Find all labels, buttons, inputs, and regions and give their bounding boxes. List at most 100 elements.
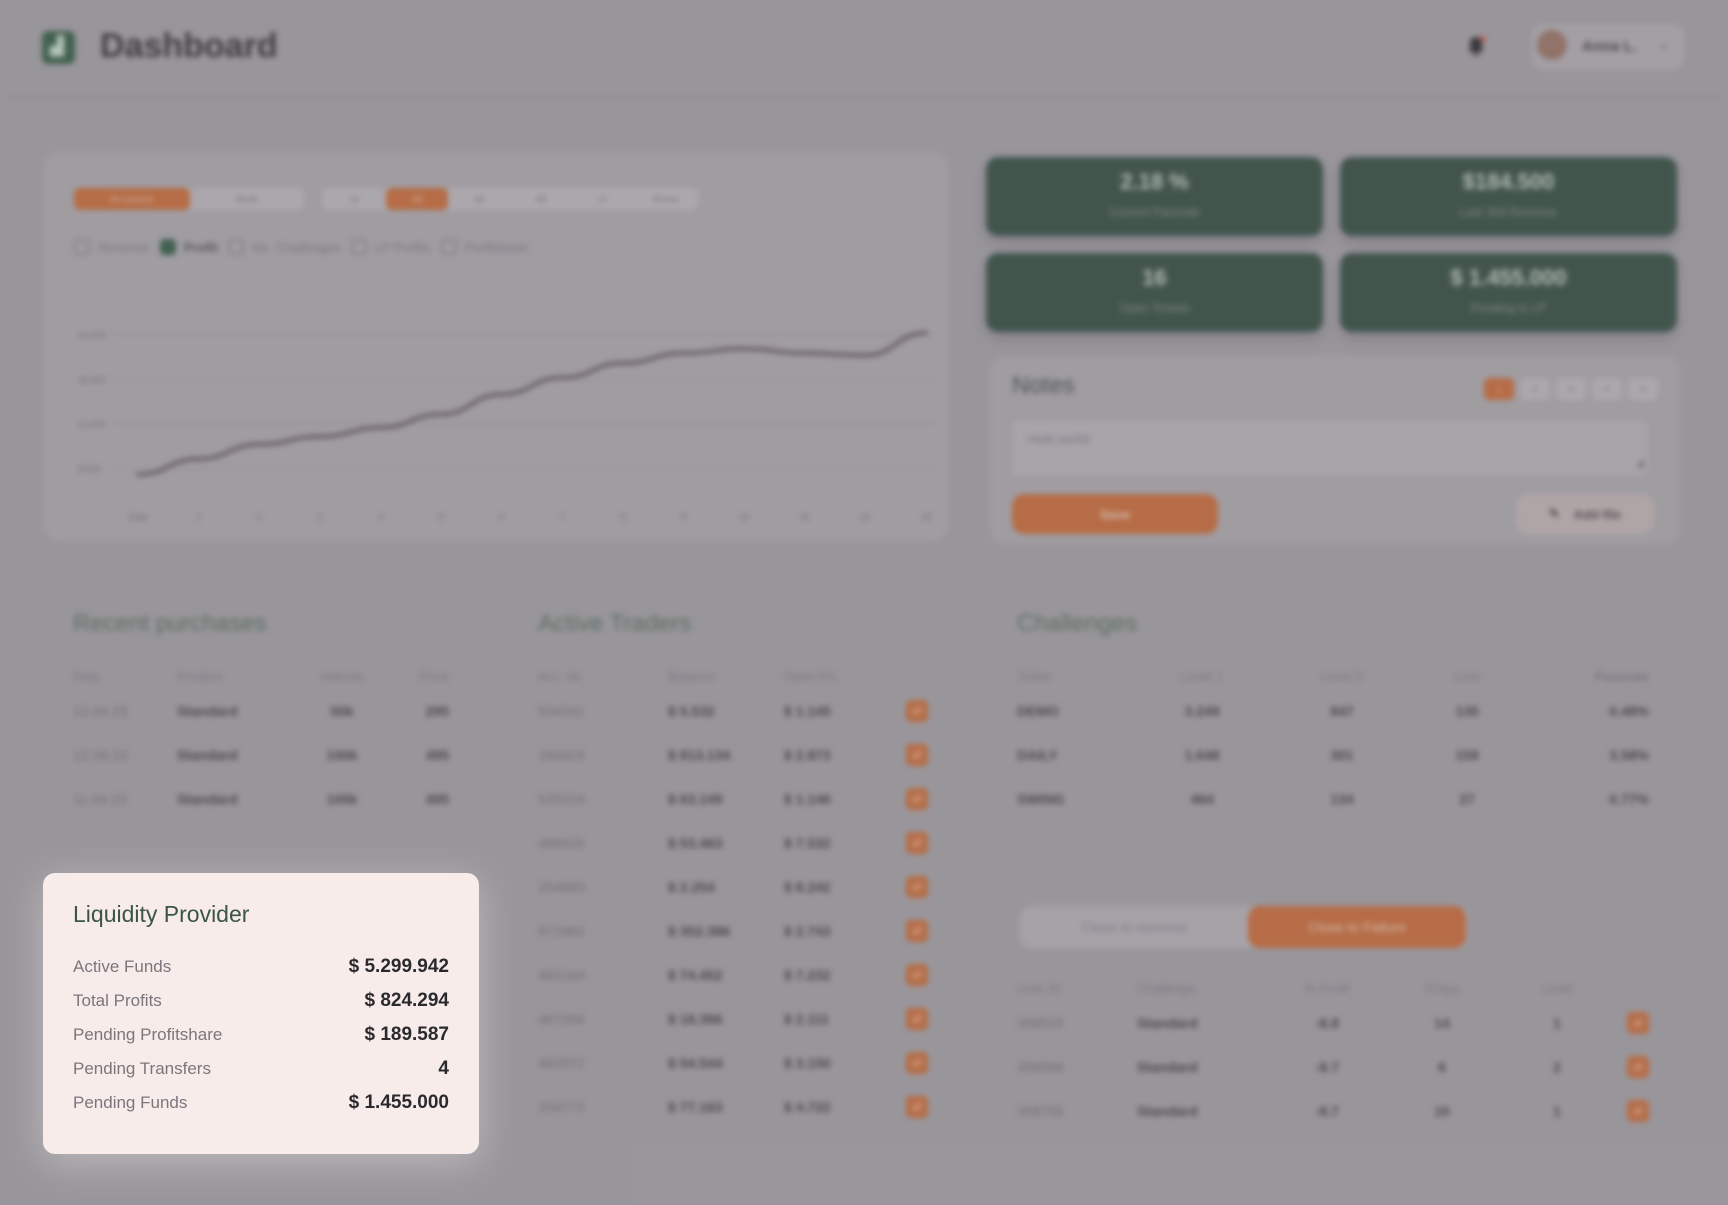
table-row[interactable]: 535216 $ 63.149 $ 1.146 ⇄ xyxy=(538,777,928,821)
range-1w[interactable]: 1W xyxy=(386,188,448,210)
legend-profitshare[interactable]: Profitshare xyxy=(441,239,528,255)
table-cell: 467264 xyxy=(538,1011,585,1027)
column-header: Passrate xyxy=(1594,668,1649,684)
table-cell: ⇄ xyxy=(894,865,928,909)
page-button[interactable]: 2 xyxy=(1520,378,1550,400)
notes-textarea[interactable] xyxy=(1012,420,1648,476)
table-cell: $ 54.544 xyxy=(668,1055,723,1071)
save-button[interactable]: Save xyxy=(1012,494,1218,534)
table-row[interactable]: 164323 $ 813.134 $ 2.873 ⇄ xyxy=(538,733,928,777)
row-action-icon[interactable]: ⇄ xyxy=(906,920,928,942)
table-cell: $ 352.386 xyxy=(668,923,731,939)
legend-revenue[interactable]: Revenue xyxy=(74,239,150,255)
checkbox-icon[interactable] xyxy=(74,239,90,255)
table-row[interactable]: 467264 $ 18.396 $ 2.111 ⇄ xyxy=(538,997,928,1041)
tab-close-to-success[interactable]: Close to success xyxy=(1081,919,1187,935)
checkbox-icon[interactable] xyxy=(350,239,367,255)
table-cell: ⇄ xyxy=(894,909,928,953)
chart-logo-icon[interactable]: ▟ xyxy=(42,31,75,64)
table-row[interactable]: 254683 $ 2.254 $ 8.242 ⇄ xyxy=(538,865,928,909)
table-row[interactable]: 12.04.23 Standard 100k 495 xyxy=(73,733,449,777)
page-button[interactable]: 3 xyxy=(1556,378,1586,400)
table-cell: 464 xyxy=(1190,791,1214,807)
column-header: Balance xyxy=(668,668,715,684)
range-1m[interactable]: 1M xyxy=(473,194,485,204)
table-row[interactable]: 358566 Standard -8.7 6 2 ⇄ xyxy=(1017,1045,1649,1089)
table-cell: $ 5.532 xyxy=(668,703,715,719)
lp-label: Pending Profitshare xyxy=(73,1025,223,1044)
row-action-icon[interactable]: ⇄ xyxy=(906,1008,928,1030)
page-button[interactable]: 4 xyxy=(1592,378,1622,400)
table-cell: 495 xyxy=(425,791,449,807)
column-header: Price xyxy=(419,668,449,684)
table-cell: -8.7 xyxy=(1314,1059,1340,1075)
row-action-icon[interactable]: ⇄ xyxy=(1627,1056,1649,1078)
row-action-icon[interactable]: ⇄ xyxy=(906,744,928,766)
table-cell: $ 77.163 xyxy=(668,1099,723,1115)
row-action-icon[interactable]: ⇄ xyxy=(1627,1100,1649,1122)
tab-close-to-failure[interactable]: Close to Failure xyxy=(1248,906,1466,948)
range-all-time[interactable]: All-time xyxy=(652,194,680,204)
table-cell: 254683 xyxy=(538,879,585,895)
active-traders-title: Active Traders xyxy=(538,610,692,637)
page-button[interactable]: 5 xyxy=(1628,378,1658,400)
x-tick-label: 2 xyxy=(257,512,262,522)
row-action-icon[interactable]: ⇄ xyxy=(906,832,928,854)
filter-all-customer[interactable]: All customer xyxy=(74,188,190,210)
x-tick-label: 6 xyxy=(499,512,504,522)
row-action-icon[interactable]: ⇄ xyxy=(906,876,928,898)
table-row[interactable]: 254773 $ 77.163 $ 4.722 ⇄ xyxy=(538,1085,928,1129)
add-file-button[interactable]: ✎ Add file xyxy=(1516,494,1654,534)
row-action-icon[interactable]: ⇄ xyxy=(906,1052,928,1074)
checkbox-icon[interactable] xyxy=(441,239,458,255)
table-row[interactable]: 11.04.23 Standard 100k 495 xyxy=(73,777,449,821)
table-cell: 0.48% xyxy=(1609,703,1649,719)
table-row[interactable]: 872462 $ 352.386 $ 2.743 ⇄ xyxy=(538,909,928,953)
table-row[interactable]: 12.04.23 Standard 50k 295 xyxy=(73,689,449,733)
lp-value: $ 5.299.942 xyxy=(348,956,449,977)
table-row[interactable]: SWING 464 134 27 0.77% xyxy=(1017,777,1649,821)
range-3m[interactable]: 3M xyxy=(535,194,547,204)
bell-icon[interactable] xyxy=(1462,32,1490,60)
table-cell: $ 3.150 xyxy=(784,1055,831,1071)
row-action-icon[interactable]: ⇄ xyxy=(906,1096,928,1118)
table-row[interactable]: 468425 $ 53.463 $ 7.532 ⇄ xyxy=(538,821,928,865)
table-row[interactable]: 462164 $ 74.452 $ 7.232 ⇄ xyxy=(538,953,928,997)
table-cell: $ 2.743 xyxy=(784,923,831,939)
legend-no-challenges[interactable]: No. Challenges xyxy=(228,239,341,255)
chevron-down-icon[interactable]: ⌄ xyxy=(1658,36,1670,52)
kpi-label: Open Tickets xyxy=(1119,301,1190,315)
row-action-icon[interactable]: ⇄ xyxy=(1627,1012,1649,1034)
table-cell: ⇄ xyxy=(1617,1045,1649,1089)
data-point xyxy=(560,376,564,380)
checkbox-icon[interactable] xyxy=(228,239,244,255)
kpi-value: $ 1.455.000 xyxy=(1450,265,1567,290)
checkbox-checked-icon[interactable] xyxy=(160,239,177,255)
row-action-icon[interactable]: ⇄ xyxy=(906,788,928,810)
table-cell: Standard xyxy=(177,791,238,807)
table-row[interactable]: DEMO 3.249 847 135 0.48% xyxy=(1017,689,1649,733)
data-point xyxy=(136,472,140,476)
table-cell: 358520 xyxy=(1017,1015,1064,1031)
row-action-icon[interactable]: ⇄ xyxy=(906,700,928,722)
table-row[interactable]: 462972 $ 54.544 $ 3.150 ⇄ xyxy=(538,1041,928,1085)
table-row[interactable]: 358520 Standard -8.8 14 1 ⇄ xyxy=(1017,1001,1649,1045)
table-cell: 1 xyxy=(1553,1015,1561,1031)
table-row[interactable]: DAILY 1.648 301 159 3.58% xyxy=(1017,733,1649,777)
legend-lp-profits[interactable]: LP Profits xyxy=(350,239,431,255)
x-tick-label: 10 xyxy=(739,512,749,522)
x-tick-label: 11 xyxy=(800,512,809,522)
table-cell: 358755 xyxy=(1017,1103,1064,1119)
legend-label: Profitshare xyxy=(465,239,528,255)
table-cell: 301 xyxy=(1330,747,1354,763)
range-1y[interactable]: 1Y xyxy=(598,194,608,204)
legend-profit[interactable]: Profit xyxy=(160,239,218,255)
page-button[interactable]: 1 xyxy=(1484,378,1514,400)
resize-handle-icon[interactable]: ◢ xyxy=(1636,458,1644,469)
filter-month[interactable]: Month xyxy=(235,194,259,204)
table-row[interactable]: 358755 Standard -8.7 10 1 ⇄ xyxy=(1017,1089,1649,1133)
row-action-icon[interactable]: ⇄ xyxy=(906,964,928,986)
avatar[interactable] xyxy=(1537,30,1567,60)
range-1d[interactable]: 1d xyxy=(349,194,359,204)
table-row[interactable]: 534241 $ 5.532 $ 1.145 ⇄ xyxy=(538,689,928,733)
